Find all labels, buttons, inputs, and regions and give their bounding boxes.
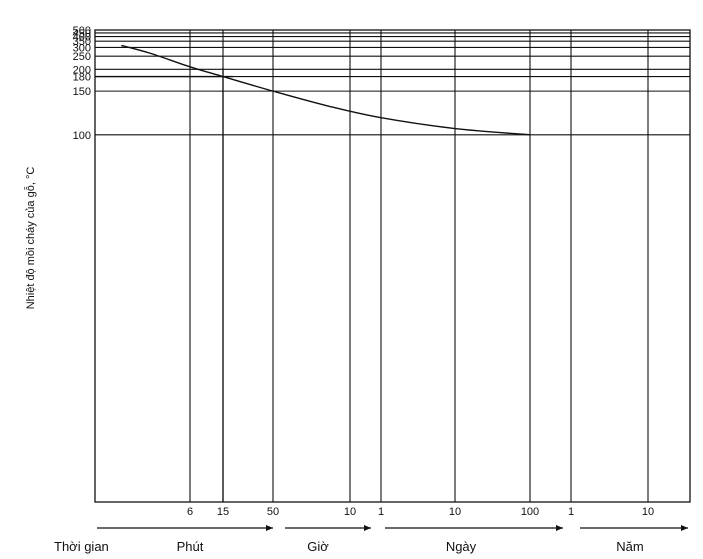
y-tick-label: 450 — [73, 28, 91, 40]
x-tick-label: 15 — [217, 506, 229, 518]
y-tick-label: 300 — [73, 42, 91, 54]
x-tick-label: 1 — [378, 506, 384, 518]
y-tick-label: 200 — [73, 64, 91, 76]
series-line — [121, 44, 531, 136]
y-tick-label: 150 — [73, 86, 91, 98]
x-tick-label: 10 — [642, 506, 654, 518]
chart-grid — [94, 29, 691, 503]
plot-frame — [94, 29, 691, 503]
y-tick-label: 500 — [73, 25, 91, 37]
x-tick-labels: 6 15 50 10 1 10 100 1 10 — [187, 506, 654, 518]
x-tick-label: 1 — [568, 506, 574, 518]
annotation-lines — [95, 67, 233, 502]
y-tick-label: 100 — [73, 130, 91, 142]
band-label: Phút — [177, 539, 204, 554]
data-series — [121, 44, 531, 136]
x-tick-label: 10 — [344, 506, 356, 518]
x-tick-label: 10 — [449, 506, 461, 518]
band-label: Giờ — [307, 539, 329, 554]
x-axis-title: Thời gian — [54, 539, 109, 554]
y-tick-label: 250 — [73, 51, 91, 63]
band-label: Năm — [616, 539, 643, 554]
band-label: Ngày — [446, 539, 477, 554]
y-axis-title: Nhiệt độ mồi cháy của gỗ, °C — [24, 167, 37, 310]
x-tick-label: 100 — [521, 506, 539, 518]
y-tick-label: 400 — [73, 32, 91, 44]
x-tick-label: 50 — [267, 506, 279, 518]
y-tick-label: 350 — [73, 36, 91, 48]
time-band-arrows: Phút Giờ Ngày Năm — [97, 525, 688, 554]
x-tick-label: 6 — [187, 506, 193, 518]
y-tick-label: 180 — [73, 72, 91, 84]
